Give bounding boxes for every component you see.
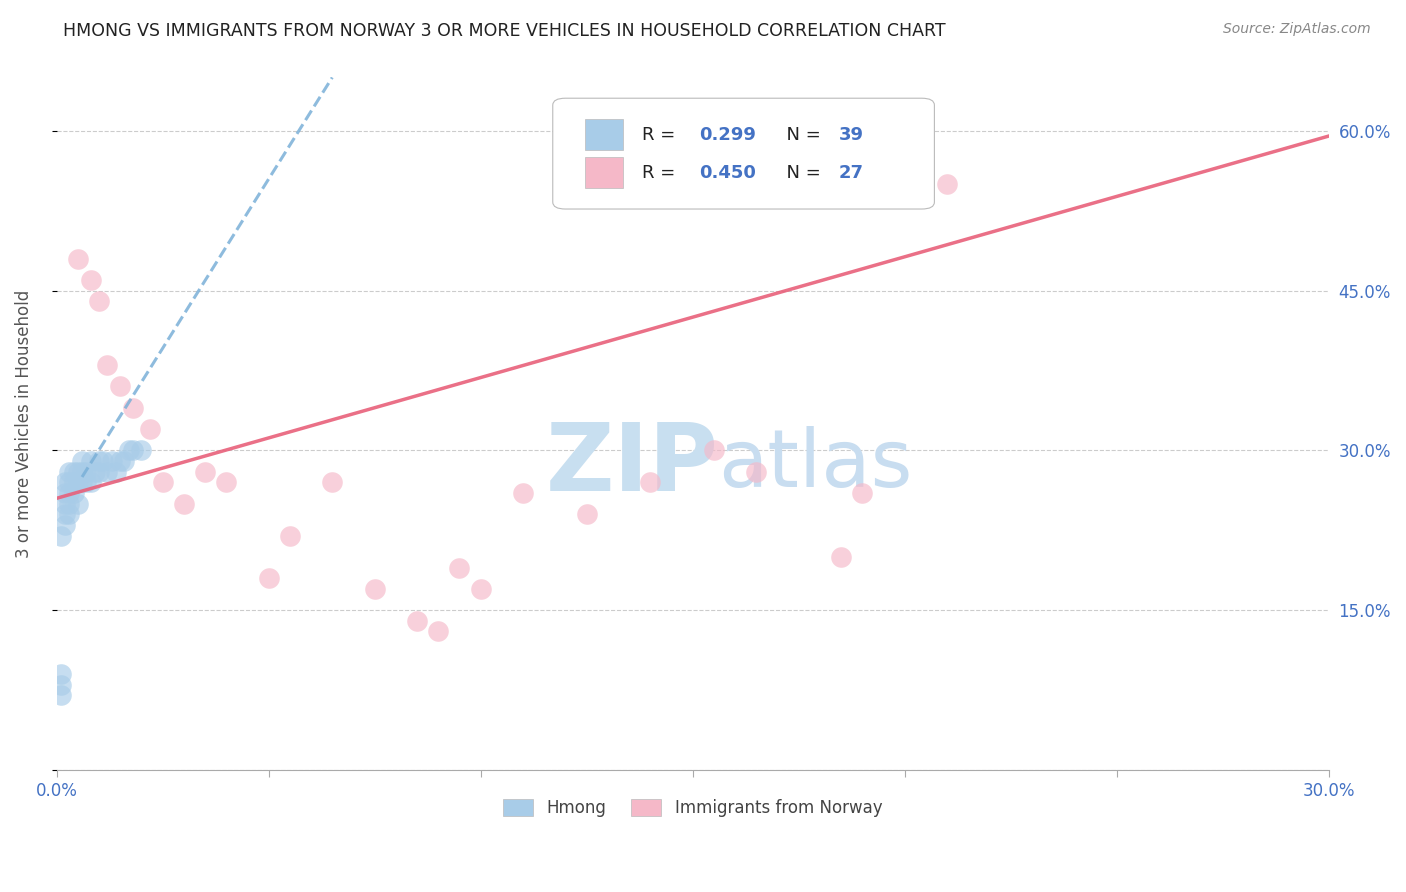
Point [79, 475, 101, 490]
Y-axis label: 3 or more Vehicles in Household: 3 or more Vehicles in Household [15, 290, 32, 558]
Point [49, 689, 72, 703]
Point [575, 508, 598, 522]
Point [70, 475, 93, 490]
Point [79, 454, 101, 468]
Point [49, 667, 72, 681]
Point [131, 443, 153, 458]
Point [640, 475, 662, 490]
Point [75, 465, 97, 479]
Text: HMONG VS IMMIGRANTS FROM NORWAY 3 OR MORE VEHICLES IN HOUSEHOLD CORRELATION CHAR: HMONG VS IMMIGRANTS FROM NORWAY 3 OR MOR… [63, 22, 946, 40]
Point [49, 678, 72, 692]
Point [70, 465, 93, 479]
Text: atlas: atlas [718, 426, 912, 504]
Text: 27: 27 [839, 164, 865, 182]
Point [58, 508, 80, 522]
Point [87, 294, 110, 309]
Point [70, 454, 93, 468]
Point [830, 549, 852, 564]
Point [278, 528, 301, 542]
Point [49, 528, 72, 542]
Point [62, 486, 84, 500]
Point [152, 475, 174, 490]
Point [91, 454, 114, 468]
Point [58, 497, 80, 511]
Text: N =: N = [775, 164, 827, 182]
Point [66, 475, 89, 490]
Point [62, 465, 84, 479]
Point [66, 465, 89, 479]
Point [75, 475, 97, 490]
Point [512, 486, 534, 500]
Point [449, 560, 471, 574]
Point [96, 358, 118, 372]
Point [118, 443, 141, 458]
Point [79, 273, 101, 287]
Point [173, 497, 195, 511]
Text: N =: N = [775, 126, 827, 144]
Point [470, 582, 492, 596]
Point [110, 454, 132, 468]
Point [53, 486, 76, 500]
Text: 0.299: 0.299 [699, 126, 756, 144]
Text: 0.450: 0.450 [699, 164, 756, 182]
Point [194, 465, 217, 479]
Point [53, 497, 76, 511]
Point [53, 475, 76, 490]
Point [363, 582, 385, 596]
Point [87, 465, 110, 479]
Bar [585, 119, 623, 150]
Point [851, 486, 873, 500]
Point [66, 252, 89, 266]
Point [427, 624, 450, 639]
Point [104, 465, 127, 479]
Text: ZIP: ZIP [546, 419, 718, 511]
Point [122, 401, 145, 415]
Point [58, 486, 80, 500]
Point [53, 508, 76, 522]
Point [139, 422, 162, 436]
Point [321, 475, 343, 490]
Point [96, 465, 118, 479]
FancyBboxPatch shape [553, 98, 935, 209]
Point [83, 465, 105, 479]
Text: R =: R = [641, 126, 681, 144]
Legend: Hmong, Immigrants from Norway: Hmong, Immigrants from Norway [496, 792, 889, 824]
Text: 39: 39 [839, 126, 865, 144]
Point [62, 475, 84, 490]
Point [215, 475, 238, 490]
Point [745, 465, 768, 479]
Point [110, 379, 132, 393]
Point [936, 177, 959, 191]
Point [87, 454, 110, 468]
Point [66, 497, 89, 511]
Point [703, 443, 725, 458]
Point [122, 443, 145, 458]
Point [58, 465, 80, 479]
Point [58, 475, 80, 490]
Point [53, 517, 76, 532]
Point [114, 454, 136, 468]
Point [406, 614, 429, 628]
Text: Source: ZipAtlas.com: Source: ZipAtlas.com [1223, 22, 1371, 37]
Bar [585, 157, 623, 188]
Point [100, 454, 122, 468]
Point [257, 571, 280, 585]
Text: R =: R = [641, 164, 681, 182]
